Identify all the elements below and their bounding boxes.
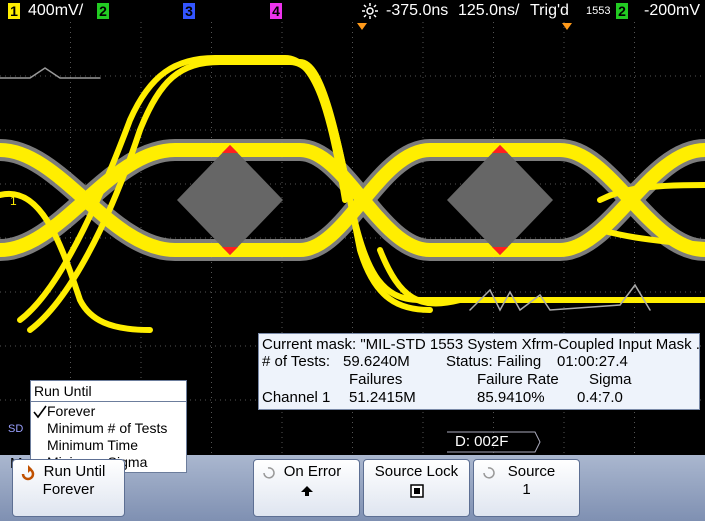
softkey-value: Forever (42, 481, 95, 498)
tests-value: 59.6240M (343, 353, 410, 370)
channel-4-badge: 4 (270, 3, 282, 19)
menu-option[interactable]: Forever (47, 403, 96, 419)
mask-info-box: Current mask: "MIL-STD 1553 System Xfrm-… (258, 333, 704, 410)
serial-decode-marker: SD (8, 423, 24, 435)
channel-2-badge: 2 (97, 3, 109, 19)
channel-1-scale: 400mV/ (28, 2, 84, 19)
mask-title: Current mask: "MIL-STD 1553 System Xfrm-… (262, 336, 705, 353)
softkey-label: Run Until (43, 463, 106, 480)
intensity-icon (362, 3, 378, 19)
decode-label: D: 002F (455, 433, 509, 450)
up-arrow-icon (300, 486, 313, 496)
check-mark (33, 405, 47, 419)
softkey-source[interactable]: Source 1 (473, 459, 580, 517)
row-label: Channel 1 (262, 389, 331, 406)
menu-option[interactable]: Minimum Time (47, 437, 139, 453)
softkey-label: On Error (283, 463, 342, 480)
trigger-level: -200mV (644, 2, 701, 19)
softkey-label: Source Lock (374, 463, 459, 480)
softkey-run-until[interactable]: Run Until Forever (12, 459, 125, 517)
failures-value: 51.2415M (349, 389, 416, 406)
menu-option[interactable]: Minimum # of Tests (47, 420, 168, 436)
status-value: Failing (497, 353, 542, 370)
trigger-source: 2 (616, 3, 628, 19)
elapsed-time: 01:00:27.4 (557, 353, 628, 370)
time-delay: -375.0ns (386, 2, 449, 19)
column-header: Failures (349, 371, 403, 388)
eye-diagram (0, 55, 705, 333)
status-bar (0, 0, 705, 22)
trigger-status: Trig'd (530, 2, 569, 19)
tests-label: # of Tests: (262, 353, 331, 370)
softkey-label: Source (507, 463, 556, 480)
channel-marker: 1 (10, 194, 17, 208)
time-scale: 125.0ns/ (458, 2, 520, 19)
column-header: Sigma (589, 371, 632, 388)
softkey-value: 1 (522, 481, 531, 498)
status-label: Status: (446, 353, 493, 370)
channel-1-badge: 1 (8, 3, 20, 19)
knob-icon (483, 467, 495, 479)
trigger-markers (357, 23, 572, 30)
menu-title: Run Until (34, 383, 92, 399)
channel-3-badge: 3 (183, 3, 195, 19)
knob-icon (21, 465, 35, 481)
failure-rate-value: 85.9410% (477, 389, 545, 406)
softkey-source-lock[interactable]: Source Lock (363, 459, 470, 517)
trigger-mode: 1553 (586, 5, 611, 17)
column-header: Failure Rate (477, 371, 559, 388)
sigma-value: 0.4:7.0 (577, 389, 623, 406)
knob-icon (263, 467, 275, 479)
decode-frame (447, 431, 541, 453)
checkbox-icon (409, 484, 424, 498)
mask-regions (177, 145, 553, 255)
softkey-on-error[interactable]: On Error (253, 459, 360, 517)
run-until-menu: Run Until Forever Minimum # of Tests Minim… (30, 380, 187, 473)
